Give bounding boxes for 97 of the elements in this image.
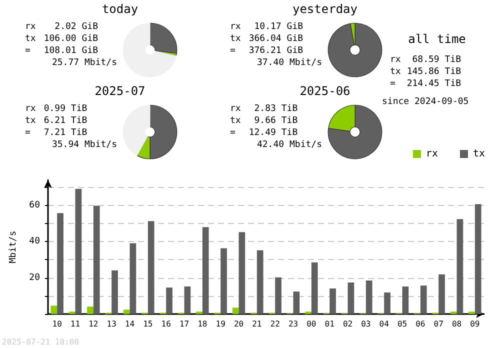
bar (420, 286, 427, 314)
x-tick-label: 17 (179, 320, 190, 328)
x-tick-label: 04 (379, 320, 390, 328)
x-tick-label: 06 (416, 320, 426, 328)
bar (238, 232, 246, 314)
text: 10.17 GiB (253, 21, 304, 33)
text: = (230, 127, 236, 139)
x-tick-label: 16 (161, 320, 172, 328)
bar (330, 288, 336, 314)
text: 42.40 Mbit/s (256, 139, 322, 151)
x-tick-label: 13 (106, 320, 117, 328)
text: 7.21 TiB (44, 127, 88, 139)
text: rx (230, 21, 242, 33)
x-tick-label: 10 (52, 320, 62, 328)
bar (402, 286, 409, 314)
x-tick-label: 03 (361, 320, 371, 328)
text: tx (230, 115, 242, 127)
x-tick-label: 14 (124, 320, 135, 328)
x-tick-label: 01 (324, 320, 335, 328)
text: 6.21 TiB (44, 115, 88, 127)
bar (123, 310, 130, 314)
bar (275, 277, 282, 314)
text: 2.02 GiB (54, 21, 98, 33)
x-tick-label: 00 (306, 320, 316, 328)
bar (256, 250, 264, 314)
bar (384, 292, 390, 314)
text: rx (25, 103, 37, 115)
text: tx (230, 33, 242, 45)
x-tick-label: 12 (88, 320, 98, 328)
y-tick-label: 40 (29, 236, 40, 247)
y-tick-label: 20 (29, 272, 40, 283)
bar (232, 308, 239, 314)
text: = (25, 45, 32, 57)
bar (438, 274, 445, 314)
bar (130, 243, 136, 314)
chart-title: today (100, 2, 140, 16)
text: 25.77 Mbit/s (50, 57, 117, 69)
bar (148, 221, 154, 314)
text: = (25, 127, 32, 139)
x-tick-label: 18 (198, 320, 208, 328)
chart-title: yesterday (291, 2, 359, 16)
bar (220, 248, 227, 314)
bar (202, 227, 209, 314)
x-tick-label: 07 (434, 320, 444, 328)
text: 2.83 TiB (253, 103, 298, 115)
bar (57, 213, 64, 314)
bar (348, 282, 354, 314)
x-tick-label: 02 (342, 320, 353, 328)
bar (112, 270, 118, 314)
chart-title: 2025-06 (298, 84, 352, 98)
chart-title: 2025-07 (94, 84, 146, 98)
x-tick-label: 19 (216, 320, 226, 328)
text: 37.40 Mbit/s (256, 57, 322, 69)
text: 106.00 GiB (44, 33, 98, 45)
x-tick-label: 22 (270, 320, 280, 328)
text: rx (390, 54, 402, 66)
text: since 2024-09-05 (382, 96, 470, 108)
text: 145.86 TiB (406, 66, 462, 78)
x-tick-label: 09 (470, 320, 480, 328)
text: 0.99 TiB (44, 103, 88, 115)
text: all time (407, 32, 467, 46)
bar (366, 280, 372, 314)
text: 9.66 TiB (253, 115, 298, 127)
bar (166, 288, 172, 314)
text: 366.04 GiB (248, 33, 304, 45)
legend-label: rx (426, 148, 438, 160)
legend-label: tx (472, 148, 486, 160)
text: = (390, 78, 396, 90)
x-tick-label: 08 (452, 320, 462, 328)
x-tick-label: 05 (397, 320, 408, 328)
text: 376.21 GiB (248, 45, 304, 57)
text: 108.01 GiB (44, 45, 98, 57)
x-tick-label: 20 (234, 320, 244, 328)
bar (93, 206, 100, 314)
text: tx (25, 33, 37, 45)
bar (456, 219, 464, 314)
text: tx (390, 66, 402, 78)
y-axis-title: Mbit/s (8, 230, 18, 264)
bar (311, 262, 318, 314)
text: 214.45 TiB (406, 78, 462, 90)
bar (293, 292, 300, 314)
bar (50, 306, 58, 314)
x-tick-label: 23 (288, 320, 298, 328)
bar (75, 188, 82, 314)
x-tick-label: 15 (143, 320, 153, 328)
text: 35.94 Mbit/s (50, 139, 117, 151)
bar (87, 306, 94, 314)
text: = (230, 45, 236, 57)
text: tx (25, 115, 37, 127)
y-tick-label: 60 (29, 200, 40, 210)
text: 68.59 TiB (411, 54, 462, 66)
x-tick-label: 21 (252, 320, 262, 328)
x-tick-label: 11 (70, 320, 80, 328)
text: 12.49 TiB (248, 127, 298, 139)
text: rx (230, 103, 242, 115)
bar (184, 286, 191, 314)
text: rx (25, 21, 37, 33)
